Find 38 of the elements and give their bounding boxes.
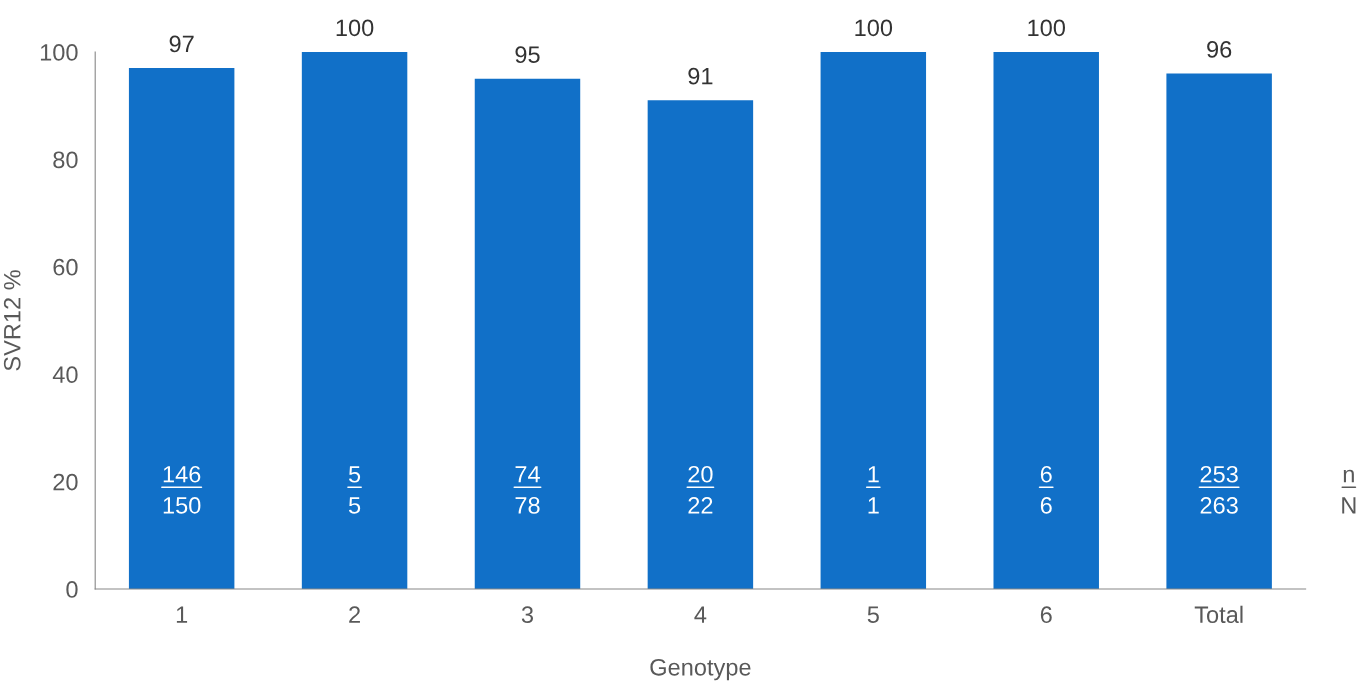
annotation: 20 [688,465,713,483]
x-tick-label: 1 [176,606,188,623]
x-tick-label: 3 [521,606,534,624]
y-tick-label: 20 [53,473,78,491]
y-tick-label: 80 [53,151,78,169]
data-label: 96 [1207,40,1232,58]
text: N [1342,497,1356,514]
y-axis-title: SVR12 % [3,270,21,371]
x-tick-label: 4 [694,606,707,623]
data-label: 100 [855,19,893,37]
annotation: 78 [515,497,540,514]
x-tick-label: 2 [349,606,360,623]
y-tick-label: 100 [40,44,78,61]
x-tick-label: Total [1194,605,1243,624]
data-label: 95 [515,46,540,64]
data-label: 100 [1028,19,1065,37]
x-tick-label: 5 [867,606,879,624]
x-tick-label: 6 [1040,606,1052,624]
annotation: 6 [1040,465,1052,483]
annotation: 1 [868,497,879,514]
x-axis-title: Genotype [650,658,751,681]
data-label: 91 [688,67,713,85]
annotation: 5 [348,497,361,514]
annotation: 1 [868,466,879,483]
annotation: 150 [163,497,201,514]
annotation: 253 [1200,465,1238,483]
y-tick-label: 0 [66,581,78,598]
annotation: 22 [688,497,713,514]
annotation: 263 [1200,497,1238,514]
annotation: 74 [515,466,540,483]
annotation: 6 [1040,497,1052,514]
y-tick-label: 60 [53,258,78,276]
annotation: 146 [163,465,201,483]
data-label: 100 [336,19,374,37]
y-tick-label: 40 [52,366,78,384]
annotation: 5 [348,466,361,483]
data-label: 97 [169,35,194,53]
text: n [1343,469,1354,483]
